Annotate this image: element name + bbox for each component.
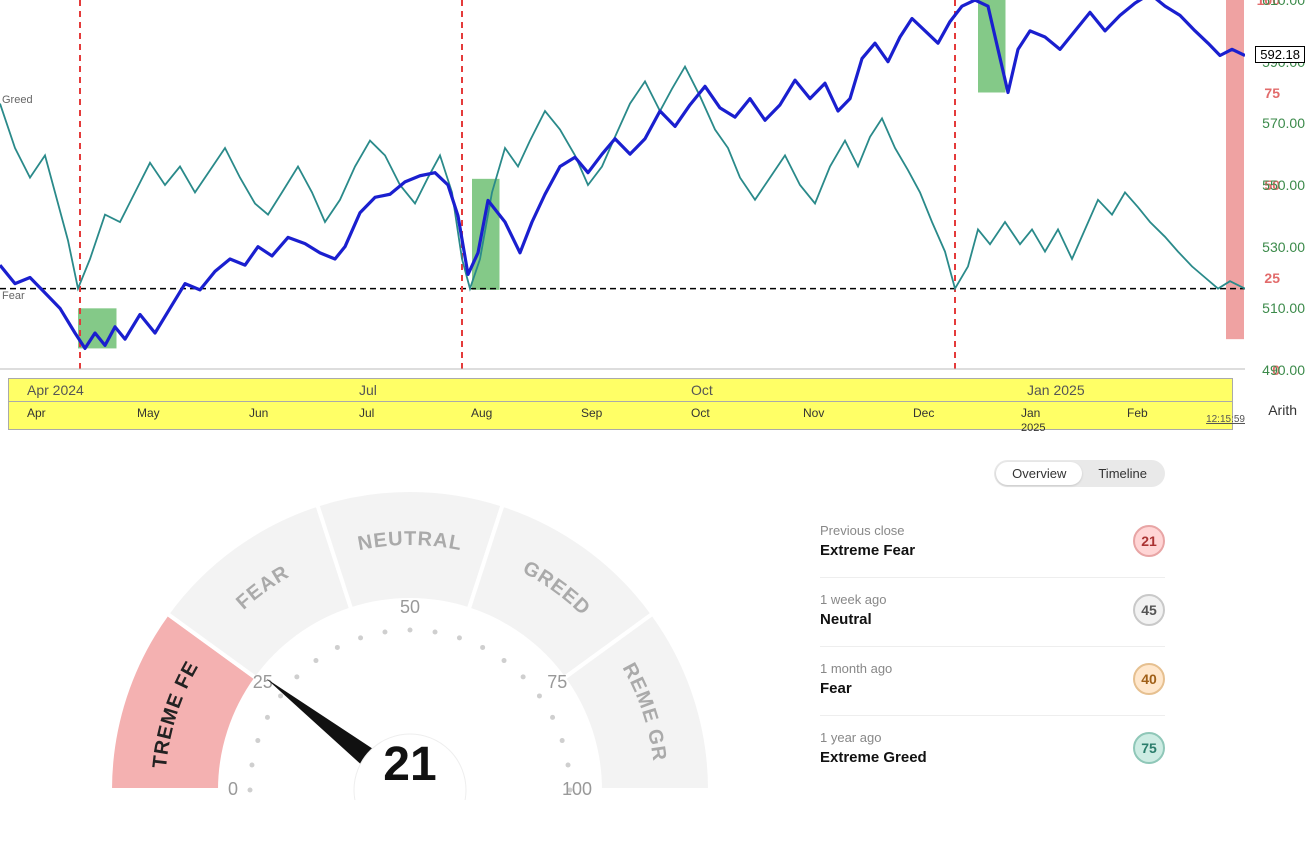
timeline-month-label: Dec bbox=[913, 406, 934, 420]
timeline-month-label: Jan2025 bbox=[1021, 406, 1045, 434]
price-axis-tick: 550.00 bbox=[1262, 177, 1305, 193]
history-sentiment-value: Neutral bbox=[820, 611, 887, 628]
greed-level-label: Greed bbox=[2, 94, 33, 106]
fear-level-label: Fear bbox=[2, 290, 25, 302]
timeline-month-label: Jun bbox=[249, 406, 268, 420]
price-axis-tick: 530.00 bbox=[1262, 239, 1305, 255]
timeline-bottom-row: AprMayJunJulAugSepOctNovDecJan2025Feb bbox=[8, 402, 1233, 430]
timeline-major-label: Oct bbox=[691, 382, 713, 398]
current-price-marker: 592.18 bbox=[1255, 46, 1305, 63]
sentiment-axis-tick: 25 bbox=[1264, 270, 1280, 286]
timeline-month-label: Nov bbox=[803, 406, 824, 420]
timeline-major-label: Apr 2024 bbox=[27, 382, 84, 398]
price-axis-tick: 490.00 bbox=[1262, 362, 1305, 378]
fear-greed-gauge: EXTREME FEARFEARNEUTRALGREEDEXTREME GREE… bbox=[0, 460, 820, 800]
chart-timeline[interactable]: Apr 2024 Jul Oct Jan 2025 Apr May Jun Jul Aug Se… bbox=[8, 378, 1233, 428]
price-axis-tick: 610.00 bbox=[1262, 0, 1305, 8]
view-tabs: Overview Timeline bbox=[820, 460, 1165, 487]
history-score-badge: 21 bbox=[1133, 525, 1165, 557]
timeline-month-label: Feb bbox=[1127, 406, 1148, 420]
scale-mode-label[interactable]: Arith bbox=[1268, 402, 1297, 418]
history-row: 1 month ago Fear 40 bbox=[820, 647, 1165, 716]
price-sentiment-chart: Greed Fear 1007550250610.00590.00570.005… bbox=[0, 0, 1305, 432]
sentiment-axis-tick: 75 bbox=[1264, 85, 1280, 101]
timeline-month-label: Apr bbox=[27, 406, 46, 420]
history-sentiment-value: Extreme Fear bbox=[820, 542, 915, 559]
svg-text:0: 0 bbox=[228, 779, 238, 799]
history-row: Previous close Extreme Fear 21 bbox=[820, 509, 1165, 578]
history-score-badge: 40 bbox=[1133, 663, 1165, 695]
history-period-label: Previous close bbox=[820, 523, 915, 538]
history-period-label: 1 week ago bbox=[820, 592, 887, 607]
history-list: Previous close Extreme Fear 21 1 week ago Ne… bbox=[820, 509, 1165, 784]
history-period-label: 1 year ago bbox=[820, 730, 927, 745]
price-axis-tick: 510.00 bbox=[1262, 300, 1305, 316]
price-axis-tick: 570.00 bbox=[1262, 115, 1305, 131]
timeline-month-label: Jul bbox=[359, 406, 374, 420]
gauge-value: 21 bbox=[383, 737, 436, 792]
svg-text:100: 100 bbox=[562, 779, 592, 799]
history-sentiment-value: Fear bbox=[820, 680, 892, 697]
timeline-major-label: Jan 2025 bbox=[1027, 382, 1085, 398]
history-period-label: 1 month ago bbox=[820, 661, 892, 676]
svg-text:75: 75 bbox=[547, 672, 567, 692]
tab-overview[interactable]: Overview bbox=[996, 462, 1082, 485]
history-score-badge: 75 bbox=[1133, 732, 1165, 764]
history-score-badge: 45 bbox=[1133, 594, 1165, 626]
timeline-month-label: Oct bbox=[691, 406, 710, 420]
chart-right-axis: 1007550250610.00590.00570.00550.00530.00… bbox=[1230, 0, 1305, 370]
svg-text:25: 25 bbox=[253, 672, 273, 692]
history-sentiment-value: Extreme Greed bbox=[820, 749, 927, 766]
clock-label: 12:15:59 bbox=[1206, 414, 1245, 425]
timeline-top-row: Apr 2024 Jul Oct Jan 2025 bbox=[8, 378, 1233, 402]
tab-timeline[interactable]: Timeline bbox=[1082, 462, 1163, 485]
history-row: 1 year ago Extreme Greed 75 bbox=[820, 716, 1165, 784]
chart-plot-area bbox=[0, 0, 1245, 370]
history-row: 1 week ago Neutral 45 bbox=[820, 578, 1165, 647]
chart-svg bbox=[0, 0, 1245, 370]
timeline-month-label: May bbox=[137, 406, 160, 420]
svg-text:50: 50 bbox=[400, 597, 420, 617]
timeline-month-label: Aug bbox=[471, 406, 492, 420]
timeline-major-label: Jul bbox=[359, 382, 377, 398]
timeline-month-label: Sep bbox=[581, 406, 602, 420]
